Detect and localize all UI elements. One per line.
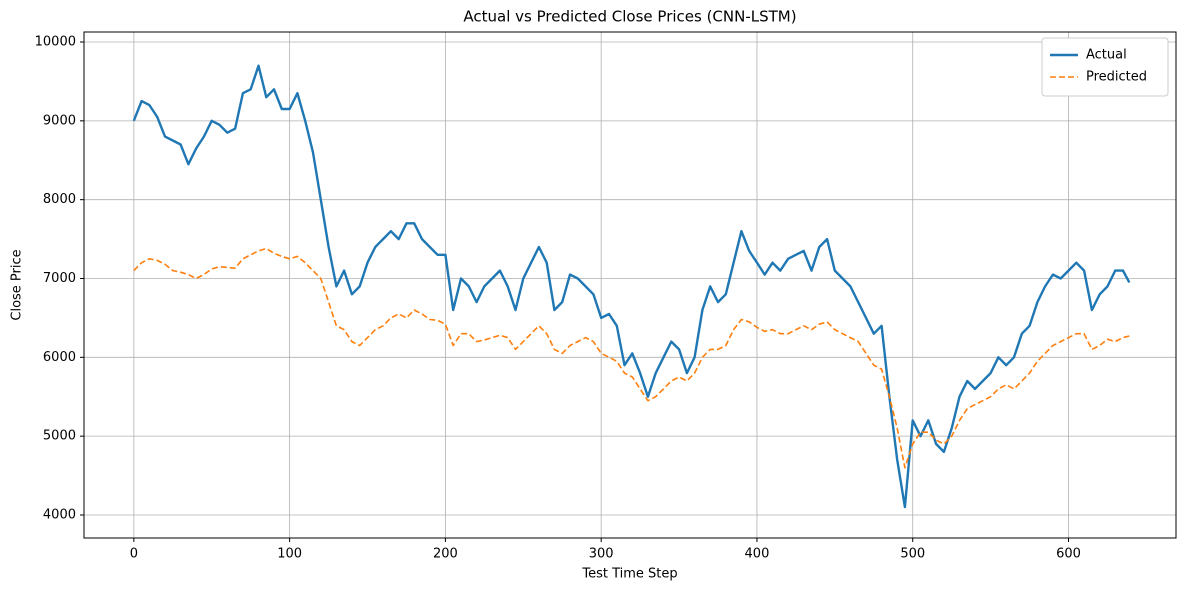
- legend-label: Predicted: [1086, 70, 1147, 85]
- x-axis-label: Test Time Step: [581, 567, 677, 582]
- y-tick-label: 5000: [43, 429, 76, 444]
- x-tick-label: 600: [1056, 547, 1081, 562]
- x-tick-label: 300: [589, 547, 614, 562]
- x-tick-label: 400: [745, 547, 770, 562]
- y-tick-label: 10000: [35, 35, 76, 50]
- legend-box: [1041, 37, 1169, 97]
- plot-frame: [83, 31, 1177, 539]
- legend-label: Actual: [1086, 48, 1127, 63]
- y-tick-label: 4000: [43, 507, 76, 522]
- y-tick-label: 9000: [43, 113, 76, 128]
- x-tick-label: 200: [433, 547, 458, 562]
- y-tick-label: 7000: [43, 271, 76, 286]
- x-tick-label: 100: [277, 547, 302, 562]
- line-series: [132, 64, 1131, 509]
- chart-title: Actual vs Predicted Close Prices (CNN-LS…: [463, 8, 796, 26]
- y-tick-label: 8000: [43, 192, 76, 207]
- y-tick-label: 6000: [43, 350, 76, 365]
- x-tick-label: 500: [900, 547, 925, 562]
- y-axis-label: Close Price: [10, 249, 25, 320]
- line-series: [133, 247, 1130, 469]
- x-tick-label: 0: [130, 547, 138, 562]
